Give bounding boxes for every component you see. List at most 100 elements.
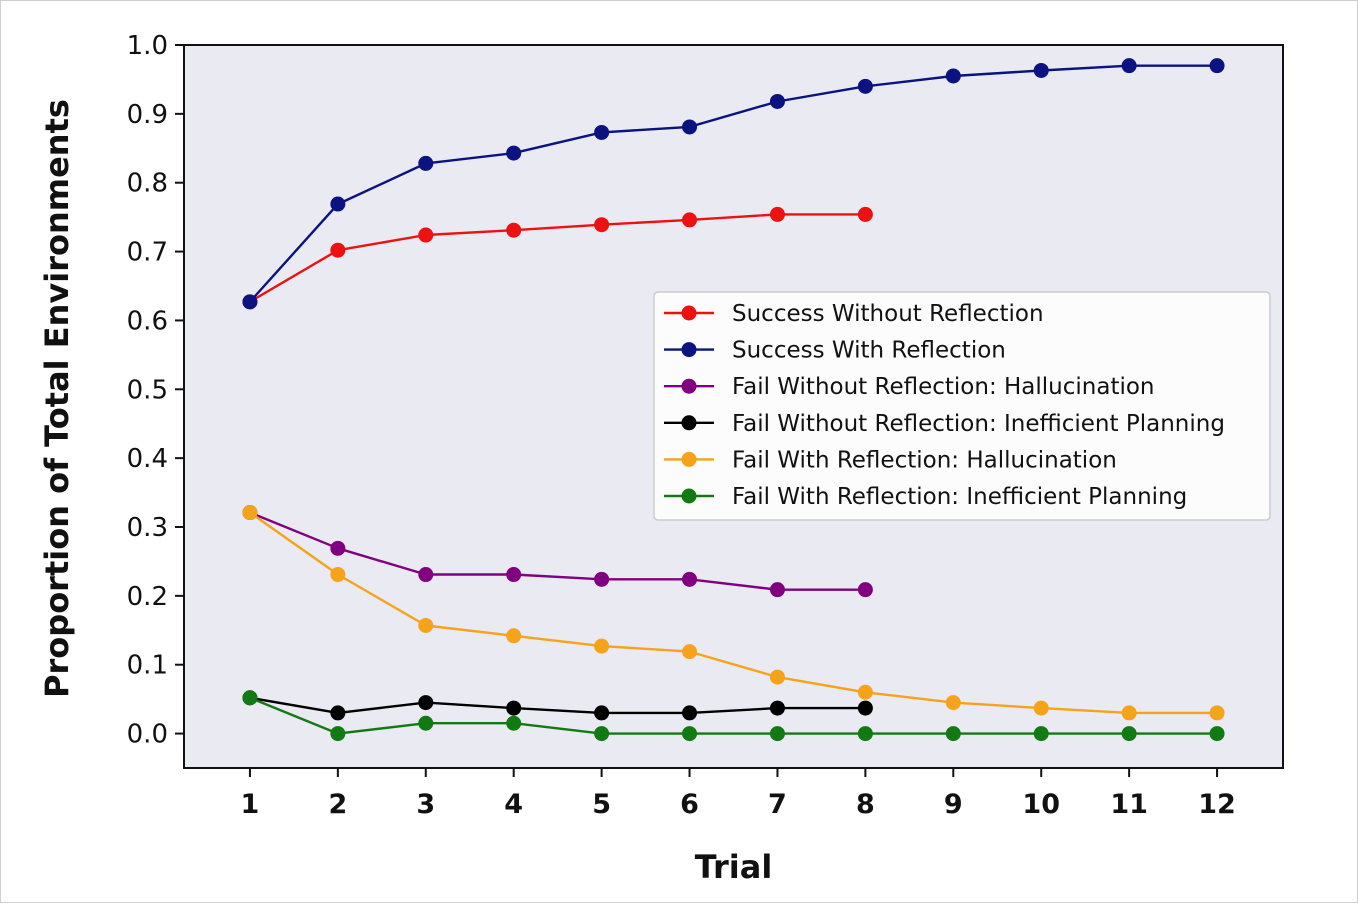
legend-item: Fail With Reflection: Inefficient Planni… bbox=[664, 484, 1187, 510]
data-point bbox=[857, 684, 873, 700]
data-point bbox=[418, 227, 434, 243]
y-tick-label: 0.8 bbox=[127, 169, 168, 199]
data-point bbox=[857, 582, 873, 598]
legend-label: Success Without Reflection bbox=[732, 301, 1044, 327]
x-axis-title: Trial bbox=[695, 848, 773, 886]
data-point bbox=[682, 644, 698, 660]
data-point bbox=[945, 726, 961, 742]
series-5 bbox=[242, 505, 1225, 721]
legend-label: Success With Reflection bbox=[732, 338, 1006, 364]
data-point bbox=[1209, 726, 1225, 742]
data-point bbox=[769, 700, 785, 716]
data-point bbox=[418, 617, 434, 633]
series-line bbox=[249, 696, 866, 715]
x-tick-label: 7 bbox=[768, 789, 787, 820]
x-tick-label: 9 bbox=[944, 789, 963, 820]
legend-label: Fail With Reflection: Inefficient Planni… bbox=[732, 484, 1187, 510]
x-axis: 1 2 3 4 5 6 7 8 9 10 11 12 bbox=[241, 768, 1236, 820]
legend-item: Fail Without Reflection: Hallucination bbox=[664, 374, 1155, 400]
data-point bbox=[857, 206, 873, 222]
x-tick-label: 10 bbox=[1022, 789, 1060, 820]
data-point bbox=[857, 78, 873, 94]
data-point bbox=[769, 582, 785, 598]
y-tick-label: 0.7 bbox=[127, 238, 168, 268]
data-point bbox=[506, 715, 522, 731]
data-point bbox=[1033, 726, 1049, 742]
data-point bbox=[1121, 58, 1137, 74]
legend-label: Fail Without Reflection: Hallucination bbox=[732, 374, 1155, 400]
data-point bbox=[506, 628, 522, 644]
legend-item: Success With Reflection bbox=[664, 338, 1006, 364]
x-tick-label: 4 bbox=[504, 789, 523, 820]
data-point bbox=[945, 68, 961, 84]
x-tick-label: 11 bbox=[1110, 789, 1148, 820]
data-point bbox=[594, 726, 610, 742]
data-point bbox=[945, 695, 961, 711]
data-point bbox=[1121, 705, 1137, 721]
data-point bbox=[594, 124, 610, 140]
data-point bbox=[1209, 705, 1225, 721]
data-point bbox=[682, 119, 698, 135]
y-tick-label: 0.0 bbox=[127, 720, 168, 750]
data-point bbox=[1033, 700, 1049, 716]
y-tick-label: 0.6 bbox=[127, 306, 168, 336]
data-point bbox=[682, 212, 698, 228]
y-tick-label: 0.5 bbox=[127, 375, 168, 405]
legend-marker bbox=[681, 378, 697, 394]
series-line bbox=[249, 64, 1218, 303]
data-point bbox=[857, 726, 873, 742]
data-point bbox=[330, 726, 346, 742]
y-axis: 0.0 0.1 0.2 0.3 0.4 0.5 0.6 0.7 0.8 0.9 1.0 bbox=[127, 31, 184, 750]
series-2 bbox=[242, 58, 1225, 310]
x-tick-label: 5 bbox=[592, 789, 611, 820]
legend-box bbox=[653, 291, 1271, 521]
data-point bbox=[1121, 726, 1137, 742]
series-layer bbox=[242, 58, 1225, 742]
data-point bbox=[242, 294, 258, 310]
data-point bbox=[330, 567, 346, 583]
data-point bbox=[594, 217, 610, 233]
x-tick-label: 6 bbox=[680, 789, 699, 820]
y-tick-label: 0.1 bbox=[127, 651, 168, 681]
data-point bbox=[330, 242, 346, 258]
legend: Success Without Reflection Success With R… bbox=[653, 291, 1271, 521]
data-point bbox=[682, 726, 698, 742]
data-point bbox=[330, 196, 346, 212]
data-point bbox=[769, 206, 785, 222]
series-line bbox=[249, 696, 1218, 735]
data-point bbox=[769, 726, 785, 742]
y-tick-label: 0.2 bbox=[127, 582, 168, 612]
data-point bbox=[594, 638, 610, 654]
plot-border bbox=[183, 44, 1284, 769]
legend-marker bbox=[681, 342, 697, 358]
data-point bbox=[330, 540, 346, 556]
data-point bbox=[594, 571, 610, 587]
y-tick-label: 0.3 bbox=[127, 513, 168, 543]
data-point bbox=[506, 222, 522, 238]
legend-item: Fail With Reflection: Hallucination bbox=[664, 447, 1117, 473]
data-point bbox=[330, 705, 346, 721]
legend-marker bbox=[681, 415, 697, 431]
y-axis-title: Proportion of Total Environments bbox=[38, 99, 76, 698]
data-point bbox=[242, 505, 258, 521]
data-point bbox=[682, 705, 698, 721]
x-tick-label: 8 bbox=[856, 789, 875, 820]
data-point bbox=[1209, 58, 1225, 74]
data-point bbox=[594, 705, 610, 721]
legend-label: Fail With Reflection: Hallucination bbox=[732, 447, 1117, 473]
data-point bbox=[857, 700, 873, 716]
series-6 bbox=[242, 690, 1225, 742]
data-point bbox=[506, 700, 522, 716]
legend-marker bbox=[681, 488, 697, 504]
legend-item: Success Without Reflection bbox=[664, 301, 1044, 327]
data-point bbox=[418, 695, 434, 711]
data-point bbox=[242, 690, 258, 706]
y-tick-label: 0.9 bbox=[127, 100, 168, 130]
x-tick-label: 3 bbox=[416, 789, 435, 820]
data-point bbox=[418, 567, 434, 583]
data-point bbox=[418, 715, 434, 731]
legend-item: Fail Without Reflection: Inefficient Pla… bbox=[664, 411, 1225, 437]
